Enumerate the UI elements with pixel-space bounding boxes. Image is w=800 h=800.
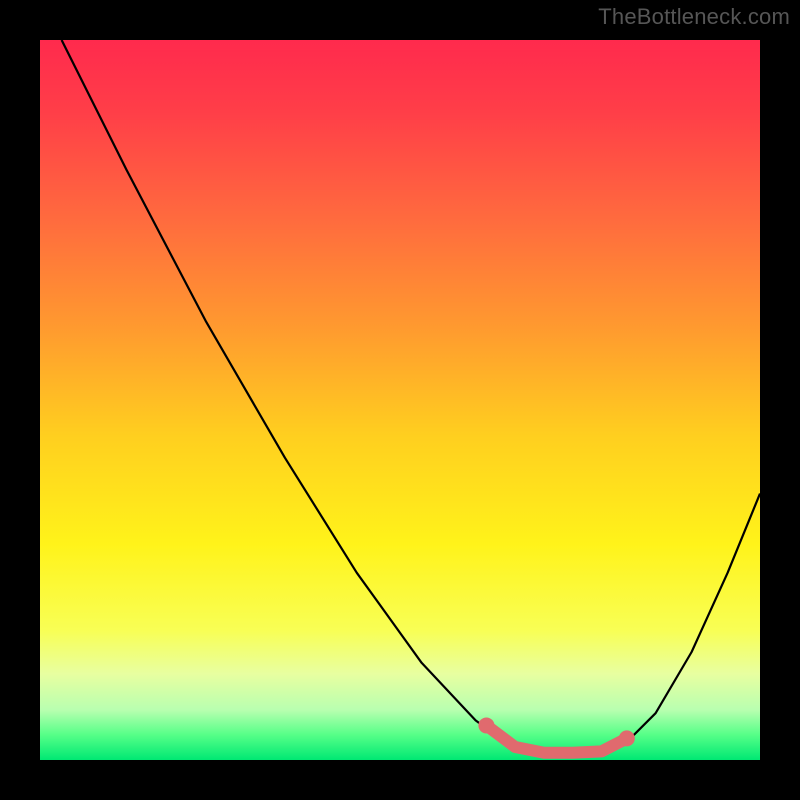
plot-background xyxy=(40,40,760,760)
chart-container: TheBottleneck.com xyxy=(0,0,800,800)
highlight-end-marker xyxy=(619,730,635,746)
bottleneck-chart xyxy=(0,0,800,800)
highlight-start-marker xyxy=(478,717,494,733)
